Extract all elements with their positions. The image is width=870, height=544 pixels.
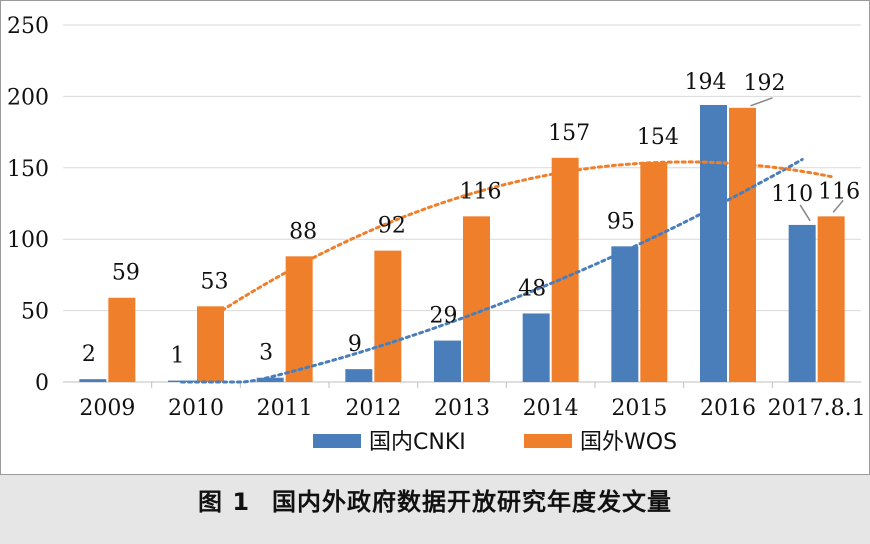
y-tick-label: 250 — [7, 14, 49, 39]
data-label-wos: 154 — [637, 125, 679, 150]
bar-wos — [108, 297, 136, 382]
bar-wos — [285, 256, 313, 382]
y-tick-label: 50 — [21, 300, 49, 325]
bar-wos — [551, 157, 579, 382]
bar-cnki — [434, 340, 461, 382]
data-label-wos: 157 — [548, 121, 590, 146]
leader-line — [799, 204, 811, 222]
data-label-cnki: 48 — [518, 276, 546, 301]
bar-wos — [729, 107, 756, 382]
data-label-wos: 88 — [289, 219, 317, 244]
bar-wos — [374, 250, 402, 382]
bar-cnki — [522, 313, 550, 382]
data-label-wos: 192 — [744, 71, 786, 96]
x-tick-label: 2010 — [168, 396, 224, 421]
data-label-wos: 59 — [112, 261, 140, 286]
leader-line — [750, 97, 773, 107]
data-label-cnki: 1 — [171, 344, 185, 369]
x-tick-label: 2017.8.1 — [768, 396, 866, 421]
x-tick-label: 2012 — [345, 396, 401, 421]
bar-cnki — [611, 246, 639, 382]
x-tick-label: 2011 — [257, 396, 313, 421]
data-label-cnki: 194 — [685, 70, 727, 95]
data-label-wos: 53 — [201, 269, 229, 294]
trendline — [180, 158, 804, 384]
x-tick-label: 2009 — [79, 396, 135, 421]
bar-cnki — [79, 379, 107, 382]
leader-line — [832, 199, 844, 213]
data-label-cnki: 9 — [348, 332, 362, 357]
x-tick-label: 2014 — [523, 396, 579, 421]
figure-number: 图 1 — [197, 488, 251, 516]
bar-cnki — [700, 104, 727, 382]
bar-cnki — [345, 369, 373, 382]
bar-cnki — [256, 377, 284, 382]
x-tick-label: 2013 — [434, 396, 490, 421]
data-label-cnki: 29 — [430, 304, 458, 329]
data-label-cnki: 110 — [771, 182, 813, 207]
bar-chart: 0 50 100 150 200 250 2009 2010 2011 2012 2013 2014 2… — [7, 14, 866, 455]
y-tick-label: 0 — [35, 371, 49, 396]
bar-wos — [640, 162, 668, 382]
bar-wos — [817, 216, 845, 382]
trendline — [209, 160, 833, 320]
bar-cnki — [788, 224, 816, 382]
bar-wos — [463, 216, 490, 382]
data-label-cnki: 3 — [259, 341, 273, 366]
data-label-cnki: 2 — [82, 342, 96, 367]
y-tick-label: 150 — [7, 157, 49, 182]
legend-swatch — [313, 434, 361, 448]
legend-swatch — [524, 434, 572, 448]
legend-label: 国外WOS — [580, 430, 677, 455]
figure-caption: 图 1 国内外政府数据开放研究年度发文量 — [0, 482, 870, 517]
data-label-cnki: 95 — [607, 209, 635, 234]
chart-frame: 0 50 100 150 200 250 2009 2010 2011 2012 2013 2014 2… — [0, 0, 870, 475]
y-tick-label: 200 — [7, 85, 49, 110]
figure-title: 国内外政府数据开放研究年度发文量 — [272, 488, 673, 516]
legend-label: 国内CNKI — [369, 430, 466, 455]
data-label-wos: 116 — [460, 179, 502, 204]
y-tick-label: 100 — [7, 228, 49, 253]
x-tick-label: 2016 — [700, 396, 756, 421]
data-label-wos: 116 — [818, 179, 860, 204]
x-tick-label: 2015 — [611, 396, 667, 421]
data-label-wos: 92 — [378, 214, 406, 239]
